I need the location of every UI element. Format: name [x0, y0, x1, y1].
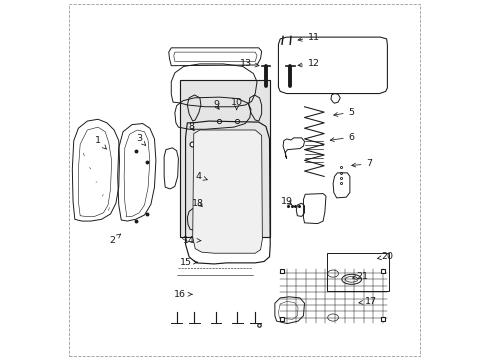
Text: 11: 11 — [298, 33, 320, 42]
Text: 2: 2 — [109, 234, 121, 245]
Text: 14: 14 — [183, 235, 201, 244]
Text: 5: 5 — [333, 108, 354, 117]
Text: 13: 13 — [240, 59, 259, 68]
Text: 18: 18 — [192, 199, 203, 208]
Text: 15: 15 — [179, 258, 197, 267]
Text: 4: 4 — [195, 172, 207, 181]
Text: 20: 20 — [377, 252, 392, 261]
Text: 10: 10 — [230, 98, 242, 110]
Text: 16: 16 — [174, 290, 192, 299]
Polygon shape — [192, 130, 262, 253]
Text: 17: 17 — [358, 297, 377, 306]
Text: 1: 1 — [95, 136, 106, 149]
Text: 9: 9 — [212, 100, 219, 109]
Text: 6: 6 — [329, 132, 354, 141]
Text: 19: 19 — [281, 197, 293, 206]
Text: 8: 8 — [187, 122, 194, 131]
Text: 12: 12 — [298, 59, 320, 68]
Text: 3: 3 — [136, 134, 145, 145]
Text: 7: 7 — [351, 159, 372, 168]
FancyBboxPatch shape — [180, 80, 269, 237]
Text: 21: 21 — [352, 272, 367, 281]
